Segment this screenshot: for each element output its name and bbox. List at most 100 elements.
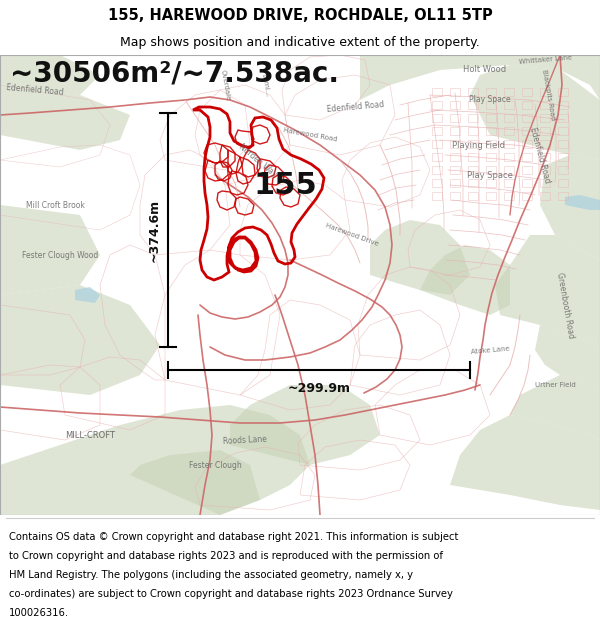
Bar xyxy=(468,127,478,135)
Bar xyxy=(486,166,496,174)
Bar xyxy=(432,88,442,96)
Bar xyxy=(540,127,550,135)
Text: Norden Way: Norden Way xyxy=(237,142,279,178)
Polygon shape xyxy=(0,85,130,150)
Bar xyxy=(522,153,532,161)
Bar xyxy=(450,192,460,200)
Bar xyxy=(468,88,478,96)
Bar xyxy=(504,101,514,109)
Bar xyxy=(522,166,532,174)
Bar xyxy=(540,179,550,187)
Bar xyxy=(522,140,532,148)
Text: ~374.6m: ~374.6m xyxy=(148,199,161,261)
Bar xyxy=(540,192,550,200)
Text: Urther Field: Urther Field xyxy=(535,382,575,388)
Polygon shape xyxy=(230,385,380,465)
Polygon shape xyxy=(0,205,100,295)
Text: ~30506m²/~7.538ac.: ~30506m²/~7.538ac. xyxy=(10,59,339,87)
Bar xyxy=(468,101,478,109)
Bar xyxy=(522,179,532,187)
Polygon shape xyxy=(370,220,470,295)
Bar xyxy=(468,140,478,148)
Polygon shape xyxy=(510,375,600,440)
Bar xyxy=(504,114,514,122)
Bar xyxy=(468,179,478,187)
Bar xyxy=(486,127,496,135)
Bar xyxy=(468,153,478,161)
Text: Fester Clough: Fester Clough xyxy=(188,461,241,469)
Bar xyxy=(540,140,550,148)
Polygon shape xyxy=(130,450,260,515)
Polygon shape xyxy=(540,155,600,260)
Bar xyxy=(450,153,460,161)
Bar xyxy=(558,140,568,148)
Text: Edenfield Road: Edenfield Road xyxy=(326,100,384,114)
Bar xyxy=(558,153,568,161)
Text: 155, HAREWOOD DRIVE, ROCHDALE, OL11 5TP: 155, HAREWOOD DRIVE, ROCHDALE, OL11 5TP xyxy=(107,8,493,23)
Bar xyxy=(432,192,442,200)
Text: 155: 155 xyxy=(253,171,317,199)
Text: Edenfield Road: Edenfield Road xyxy=(528,126,552,184)
Bar xyxy=(450,88,460,96)
Bar xyxy=(504,140,514,148)
Bar xyxy=(432,127,442,135)
Bar xyxy=(486,179,496,187)
Polygon shape xyxy=(450,415,600,510)
Bar xyxy=(504,153,514,161)
Bar xyxy=(432,140,442,148)
Bar xyxy=(450,127,460,135)
Polygon shape xyxy=(0,285,160,395)
Bar xyxy=(522,101,532,109)
Text: Blackpits Road: Blackpits Road xyxy=(541,69,556,121)
Bar xyxy=(558,114,568,122)
Polygon shape xyxy=(360,55,600,100)
Bar xyxy=(432,153,442,161)
Text: Contains OS data © Crown copyright and database right 2021. This information is : Contains OS data © Crown copyright and d… xyxy=(9,531,458,541)
Bar xyxy=(486,140,496,148)
Polygon shape xyxy=(75,287,100,303)
Bar xyxy=(468,192,478,200)
Bar xyxy=(486,88,496,96)
Text: Edenfield Road: Edenfield Road xyxy=(6,83,64,97)
Bar xyxy=(522,192,532,200)
Polygon shape xyxy=(0,405,310,515)
Polygon shape xyxy=(565,195,600,210)
Polygon shape xyxy=(470,65,600,160)
Text: ~299.9m: ~299.9m xyxy=(287,381,350,394)
Bar xyxy=(450,166,460,174)
Text: Play Space: Play Space xyxy=(467,171,513,179)
Bar xyxy=(540,166,550,174)
Text: 100026316.: 100026316. xyxy=(9,609,69,619)
Bar xyxy=(504,166,514,174)
Bar xyxy=(558,127,568,135)
Bar xyxy=(468,166,478,174)
Bar xyxy=(558,192,568,200)
Text: Greenbooth Road: Greenbooth Road xyxy=(555,271,575,339)
Bar xyxy=(432,179,442,187)
Bar xyxy=(540,101,550,109)
Bar xyxy=(558,179,568,187)
Bar xyxy=(450,101,460,109)
Bar xyxy=(432,166,442,174)
Text: Fester Clough Wood: Fester Clough Wood xyxy=(22,251,98,259)
Bar xyxy=(540,114,550,122)
Text: Harewood Drive: Harewood Drive xyxy=(325,222,379,248)
Text: Holt Wood: Holt Wood xyxy=(463,66,506,74)
Bar xyxy=(522,114,532,122)
Bar xyxy=(486,101,496,109)
Polygon shape xyxy=(0,55,100,95)
Bar xyxy=(432,101,442,109)
Text: Mill Croft Brook: Mill Croft Brook xyxy=(26,201,85,209)
Text: Harewood Road: Harewood Road xyxy=(283,127,337,142)
Bar xyxy=(558,166,568,174)
Bar xyxy=(540,153,550,161)
Text: MILL-CROFT: MILL-CROFT xyxy=(65,431,115,439)
Bar xyxy=(486,114,496,122)
Bar xyxy=(432,114,442,122)
Bar xyxy=(486,192,496,200)
Bar xyxy=(558,101,568,109)
Polygon shape xyxy=(535,325,600,390)
Text: Whittaker Lane: Whittaker Lane xyxy=(518,55,572,65)
Bar xyxy=(522,127,532,135)
Text: co-ordinates) are subject to Crown copyright and database rights 2023 Ordnance S: co-ordinates) are subject to Crown copyr… xyxy=(9,589,453,599)
